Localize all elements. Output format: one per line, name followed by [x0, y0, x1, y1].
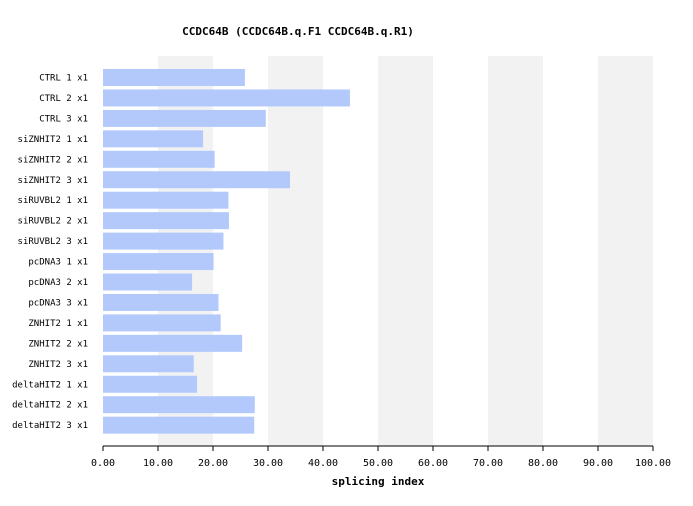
bar — [103, 109, 266, 127]
bar — [103, 191, 229, 209]
x-tick-label: 90.00 — [583, 458, 613, 469]
category-label: deltaHIT2 1 x1 — [12, 380, 88, 390]
bar — [103, 314, 221, 332]
bar — [103, 396, 255, 414]
x-tick-label: 20.00 — [198, 458, 228, 469]
category-label: ZNHIT2 1 x1 — [28, 319, 88, 329]
x-tick-label: 0.00 — [91, 458, 115, 469]
x-tick-label: 10.00 — [143, 458, 173, 469]
x-axis-label: splicing index — [332, 475, 425, 488]
bar — [103, 232, 224, 250]
grid-band — [378, 56, 433, 446]
category-label: deltaHIT2 2 x1 — [12, 401, 88, 411]
category-label: ZNHIT2 3 x1 — [28, 360, 88, 370]
bar — [103, 293, 219, 311]
category-label: siZNHIT2 1 x1 — [18, 135, 88, 145]
category-label: ZNHIT2 2 x1 — [28, 339, 88, 349]
x-tick-label: 100.00 — [635, 458, 671, 469]
bar — [103, 334, 243, 352]
category-label: CTRL 3 x1 — [39, 114, 88, 124]
category-label: pcDNA3 2 x1 — [28, 278, 88, 288]
category-label: siZNHIT2 2 x1 — [18, 155, 88, 165]
bar — [103, 355, 194, 373]
bar — [103, 130, 204, 148]
category-labels: CTRL 1 x1 CTRL 2 x1 CTRL 3 x1 siZNHIT2 1 x1… — [12, 74, 88, 432]
x-tick-label: 60.00 — [418, 458, 448, 469]
bar — [103, 89, 350, 107]
bar — [103, 375, 198, 393]
bar — [103, 416, 255, 434]
grid-band — [598, 56, 653, 446]
bar — [103, 171, 290, 189]
x-axis-ticks: 0.00 10.00 20.00 30.00 40.00 50.00 60.00 70.00 8… — [91, 446, 671, 469]
category-label: siRUVBL2 1 x1 — [18, 196, 88, 206]
x-tick-label: 70.00 — [473, 458, 503, 469]
category-label: CTRL 1 x1 — [39, 74, 88, 84]
bar — [103, 69, 245, 86]
bar — [103, 212, 229, 230]
category-label: pcDNA3 1 x1 — [28, 258, 88, 268]
category-label: siRUVBL2 2 x1 — [18, 217, 88, 227]
grid-band — [488, 56, 543, 446]
category-label: pcDNA3 3 x1 — [28, 298, 88, 308]
bar — [103, 150, 215, 168]
category-label: CTRL 2 x1 — [39, 94, 88, 104]
grid-bands — [158, 56, 653, 446]
grid-band — [268, 56, 323, 446]
category-label: siZNHIT2 3 x1 — [18, 176, 88, 186]
bar — [103, 253, 214, 271]
x-tick-label: 50.00 — [363, 458, 393, 469]
chart-title: CCDC64B (CCDC64B.q.F1 CCDC64B.q.R1) — [182, 25, 414, 38]
x-tick-label: 30.00 — [253, 458, 283, 469]
bars — [103, 69, 350, 434]
bar — [103, 273, 193, 291]
category-label: deltaHIT2 3 x1 — [12, 421, 88, 431]
x-tick-label: 80.00 — [528, 458, 558, 469]
category-label: siRUVBL2 3 x1 — [18, 237, 88, 247]
x-tick-label: 40.00 — [308, 458, 338, 469]
